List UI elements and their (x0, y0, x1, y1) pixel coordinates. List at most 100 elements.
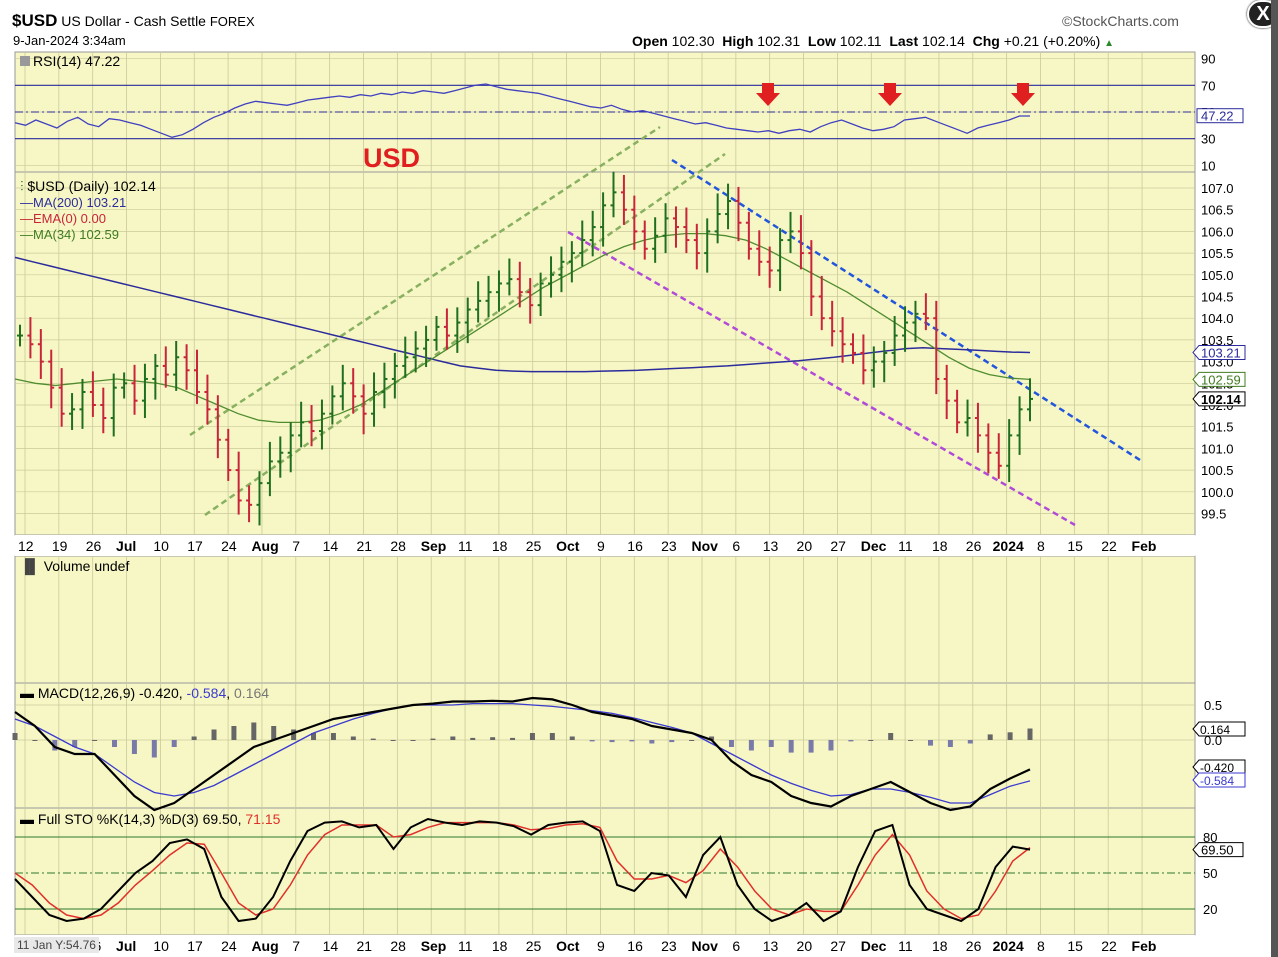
price-bar (756, 230, 763, 276)
sto-tick-label: 50 (1203, 866, 1217, 881)
rsi-value-tag (1196, 108, 1244, 124)
x-tick-label: 24 (221, 938, 237, 954)
ma34-legend-line: —MA(34) 102.59 (20, 227, 119, 242)
ma34-tag (1192, 371, 1246, 387)
x-tick-label: Nov (692, 938, 719, 954)
price-bar (516, 261, 523, 308)
window-edge (1271, 0, 1278, 957)
macd-histogram-bar (908, 740, 914, 741)
macd-histogram-bar (430, 738, 436, 740)
legend-swatch-icon (20, 56, 30, 66)
macd-histogram-bar (32, 740, 38, 741)
macd-histogram-bar (211, 729, 217, 740)
x-tick-label: 26 (966, 538, 982, 554)
macd-histogram-bar (788, 740, 794, 753)
x-tick-label: 9 (597, 938, 605, 954)
macd-histogram-bar (52, 740, 58, 751)
ma34-line (14, 232, 1031, 424)
x-tick-label: 7 (292, 938, 300, 954)
macd-histogram-bar (768, 740, 774, 747)
ema-legend-line: —EMA(0) 0.00 (20, 211, 106, 226)
x-tick-label: 11 (458, 938, 473, 954)
price-bar (475, 281, 482, 323)
x-tick-label: 17 (187, 938, 203, 954)
sto-d-value: 71.15 (245, 811, 281, 827)
last-value: 102.14 (922, 33, 965, 49)
macd-histogram-bar (291, 729, 297, 740)
low-label: Low (807, 33, 836, 49)
price-bar (308, 405, 315, 447)
macd-histogram-bar (609, 740, 615, 743)
price-bar (933, 300, 940, 395)
price-bar (246, 485, 253, 523)
macd-histogram-bar (529, 733, 535, 740)
price-bar (1027, 378, 1033, 422)
legend-line-icon: ▬ (20, 685, 34, 701)
legend-ma200: MA(200) 103.21 (33, 195, 127, 210)
price-bar (849, 333, 856, 364)
price-legend: ⫶ $USD (Daily) 102.14 —MA(200) 103.21 —E… (20, 178, 156, 243)
price-bar (266, 441, 273, 497)
price-bar (558, 246, 565, 293)
annotation-usd: USD (363, 143, 421, 173)
price-bar (839, 317, 846, 363)
macd-tick-label: 0.0 (1204, 733, 1222, 748)
x-tick-label: 23 (661, 938, 677, 954)
price-bar (943, 364, 950, 420)
macd-histogram-bar (709, 736, 715, 740)
price-bar (58, 368, 65, 427)
macd-histogram-bar (510, 737, 516, 740)
x-tick-label: 6 (732, 938, 740, 954)
close-button[interactable]: X (1247, 0, 1278, 28)
chart-datetime: 9-Jan-2024 3:34am (13, 33, 126, 48)
x-tick-label: Oct (556, 938, 580, 954)
macd-histogram-bar (330, 733, 336, 740)
macd-histogram-bar (131, 740, 137, 754)
macd-tag-text-hist: 0.164 (1200, 723, 1230, 737)
last-price-tag (1192, 391, 1246, 407)
price-bar (662, 203, 669, 254)
price-bar (974, 402, 981, 453)
brand-link[interactable]: ©StockCharts.com (1062, 13, 1179, 29)
xax2-axis-bg (15, 935, 1195, 957)
price-bar (214, 395, 221, 459)
price-tick-label: 105.0 (1201, 268, 1234, 283)
macd-histogram-bar (470, 737, 476, 740)
macd-tick-label: 0.5 (1204, 698, 1222, 713)
ma34-tag-text: 102.59 (1201, 372, 1241, 387)
price-bar (1006, 419, 1013, 483)
price-bar (537, 272, 544, 317)
price-bar (100, 387, 107, 434)
sto-k-tag (1192, 842, 1244, 858)
macd-histogram-bar (947, 740, 953, 747)
legend-price: $USD (Daily) 102.14 (27, 178, 156, 194)
x-tick-label: 21 (357, 538, 373, 554)
price-bar (402, 336, 409, 378)
x-tick-label: 8 (1037, 938, 1045, 954)
macd-signal-value: -0.584 (186, 685, 227, 701)
price-bar (610, 171, 617, 218)
price-bar (985, 423, 992, 474)
sto-legend: ▬ Full STO %K(14,3) %D(3) 69.50, 71.15 (20, 811, 281, 827)
macd-histogram-bar (390, 740, 396, 741)
price-bar (818, 275, 825, 331)
rsi-value-tag-text: 47.22 (1201, 109, 1234, 124)
price-bar (194, 349, 201, 404)
price-bar (891, 316, 898, 366)
macd-histogram-bar (728, 740, 734, 747)
macd-histogram-bar (868, 740, 874, 741)
price-bar (443, 308, 450, 350)
x-tick-label: 23 (661, 538, 677, 554)
exchange: FOREX (209, 14, 255, 29)
x-tick-label: 16 (627, 538, 643, 554)
macd-panel-bg (14, 682, 1196, 809)
macd-histogram-bar (748, 740, 754, 751)
macd-tag-macd (1192, 759, 1246, 775)
macd-histogram-bar (669, 740, 675, 743)
price-bar (735, 186, 742, 242)
x-tick-label: Dec (861, 938, 887, 954)
price-bar (412, 331, 419, 373)
price-bar (183, 344, 190, 390)
volume-legend: ▐▌ Volume undef (20, 558, 129, 574)
macd-histogram-bar (629, 740, 635, 742)
